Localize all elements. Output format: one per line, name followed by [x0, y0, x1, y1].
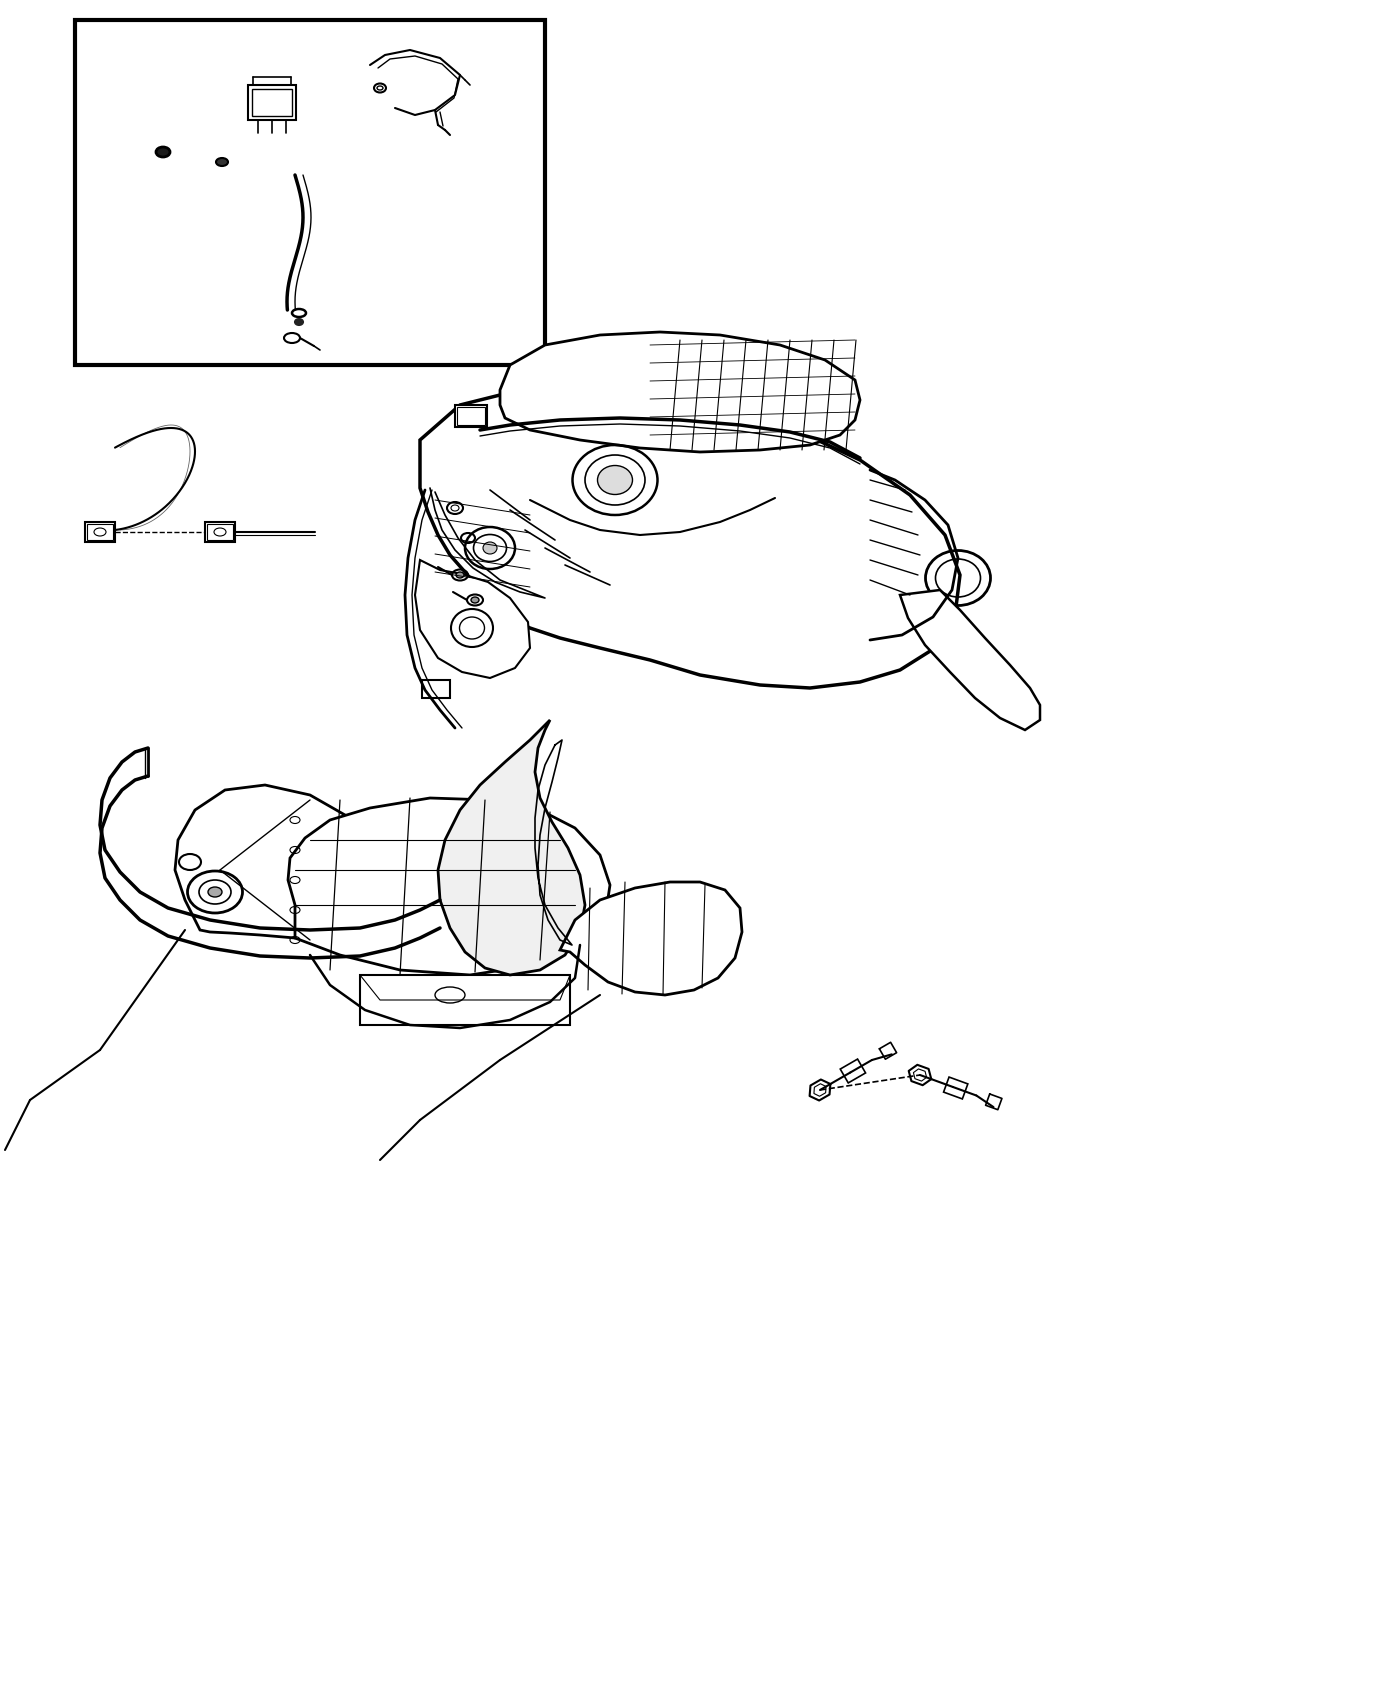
Polygon shape	[944, 1078, 967, 1098]
Ellipse shape	[470, 597, 479, 603]
Polygon shape	[175, 785, 365, 938]
Polygon shape	[500, 332, 860, 452]
Bar	[456, 406, 484, 425]
Polygon shape	[840, 1059, 865, 1083]
Bar	[76, 20, 545, 365]
Bar	[204, 522, 235, 542]
Ellipse shape	[209, 887, 223, 898]
Polygon shape	[438, 721, 585, 976]
Bar	[421, 680, 449, 699]
Bar	[85, 522, 115, 542]
Ellipse shape	[216, 158, 228, 167]
Polygon shape	[420, 388, 960, 688]
Bar	[207, 524, 232, 541]
Bar	[252, 88, 293, 116]
Ellipse shape	[456, 571, 463, 578]
Polygon shape	[900, 590, 1040, 729]
Bar	[455, 405, 487, 427]
Polygon shape	[414, 559, 531, 678]
Bar	[360, 976, 570, 1025]
Bar	[87, 524, 113, 541]
Bar	[248, 85, 295, 121]
Ellipse shape	[483, 542, 497, 554]
Polygon shape	[560, 882, 742, 994]
Ellipse shape	[155, 146, 169, 156]
Polygon shape	[288, 797, 610, 976]
Ellipse shape	[295, 320, 302, 325]
Ellipse shape	[598, 466, 633, 495]
